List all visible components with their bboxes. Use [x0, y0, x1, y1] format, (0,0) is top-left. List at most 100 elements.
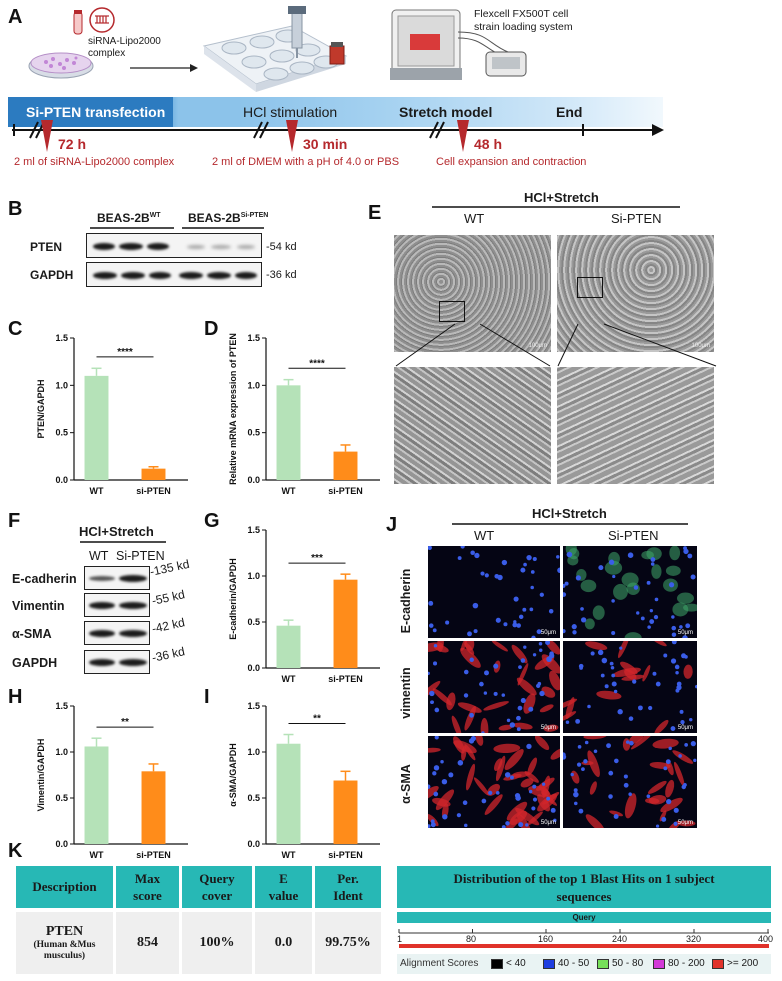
nucleus [671, 641, 677, 645]
nucleus [578, 808, 584, 814]
nucleus [682, 635, 688, 638]
nucleus [433, 791, 439, 797]
nucleus [463, 693, 469, 698]
row-pten-label: PTEN [30, 240, 63, 254]
red-cell [491, 641, 508, 652]
red-cell [630, 736, 655, 750]
legend-swatch-5 [712, 959, 724, 969]
nucleus [484, 670, 489, 676]
nucleus [608, 559, 615, 565]
green-cell [584, 618, 595, 630]
significance-label: ** [313, 713, 321, 724]
if-vim-wt: 50μm [428, 641, 560, 733]
nucleus [674, 664, 680, 670]
bar-wt [276, 625, 301, 668]
red-cell [628, 736, 645, 745]
tbl-head-querycover: Query cover [182, 866, 252, 908]
nucleus [517, 705, 523, 711]
panel-f-row-vim: Vimentin [12, 599, 65, 613]
nucleus [536, 629, 542, 635]
tbl-cell-perident: 99.75% [315, 912, 381, 974]
nucleus [678, 754, 682, 758]
nucleus [479, 681, 484, 687]
y-tick-label: 1.5 [247, 525, 260, 535]
panel-j-row-ecad: E-cadherin [399, 568, 413, 634]
blot-gapdh-f [84, 650, 150, 674]
red-cell [665, 779, 675, 798]
panel-letter-j: J [386, 514, 398, 536]
red-cell [453, 736, 465, 754]
red-cell [539, 704, 554, 713]
nucleus [432, 628, 437, 633]
nucleus [467, 631, 472, 637]
blot-asma [84, 621, 150, 645]
red-cell [571, 770, 580, 784]
nucleus [623, 782, 629, 788]
nucleus [441, 779, 448, 785]
red-cell [647, 780, 667, 794]
nucleus [481, 731, 485, 733]
nucleus [531, 635, 536, 638]
panel-letter-e: E [368, 202, 382, 224]
y-tick-label: 1.5 [55, 701, 68, 711]
if-ecad-wt: 50μm [428, 546, 560, 638]
red-cell [563, 698, 578, 710]
nucleus [668, 746, 672, 751]
panel-j-col-wt: WT [474, 528, 495, 543]
nucleus [460, 546, 465, 549]
bar-si-pten [333, 780, 358, 844]
panel-e-header: HCl+Stretch [524, 190, 599, 205]
blot-gapdh [86, 262, 262, 287]
nucleus [654, 597, 659, 602]
y-tick-label: 0.0 [55, 475, 68, 485]
y-tick-label: 1.0 [55, 380, 68, 390]
sirna-tube-icon [73, 10, 83, 35]
blast-tick-80: 80 [466, 934, 477, 944]
panel-letter-g: G [204, 510, 220, 532]
panel-f-col-wt: WT [89, 549, 109, 563]
red-cell [673, 761, 685, 787]
panel-j-row-asma: α-SMA [399, 764, 413, 804]
group-underline [90, 227, 264, 229]
significance-label: **** [117, 347, 133, 358]
nucleus [628, 716, 634, 721]
nucleus [640, 616, 645, 621]
nucleus [516, 727, 521, 732]
nucleus [462, 800, 468, 806]
nucleus [653, 615, 659, 620]
x-tick-label: si-PTEN [328, 486, 363, 496]
group-wt-label: BEAS-2BWT [97, 211, 161, 225]
nucleus [655, 681, 661, 687]
tbl-cell-evalue: 0.0 [255, 912, 312, 974]
red-cell [506, 801, 528, 821]
red-cell [432, 688, 452, 706]
panel-j-row-vim: vimentin [399, 667, 413, 719]
fluorescence-texture [428, 641, 560, 733]
nucleus [625, 740, 630, 744]
red-cell [428, 680, 441, 700]
red-cell [537, 794, 551, 812]
fluorescence-texture [428, 736, 560, 828]
red-cell [465, 763, 476, 791]
red-cell [493, 758, 503, 772]
nucleus [434, 707, 440, 713]
red-cell [446, 692, 456, 711]
nucleus [647, 625, 651, 629]
nucleus [671, 625, 677, 631]
tbl-cell-querycover: 100% [182, 912, 252, 974]
nucleus [646, 580, 651, 585]
nucleus [523, 562, 527, 567]
red-cell [523, 693, 536, 714]
x-tick-label: WT [282, 674, 296, 684]
stage-hcl: HCl stimulation [243, 104, 338, 120]
nucleus [695, 684, 697, 689]
y-tick-label: 1.0 [247, 380, 260, 390]
bar-wt [276, 385, 301, 480]
red-cell [543, 724, 559, 732]
panel-e-col-sipten: Si-PTEN [611, 211, 662, 226]
nucleus [473, 629, 478, 634]
significance-label: **** [309, 358, 325, 369]
nucleus [530, 585, 534, 590]
timeline-band [8, 97, 663, 127]
x-tick-label: WT [90, 850, 104, 860]
